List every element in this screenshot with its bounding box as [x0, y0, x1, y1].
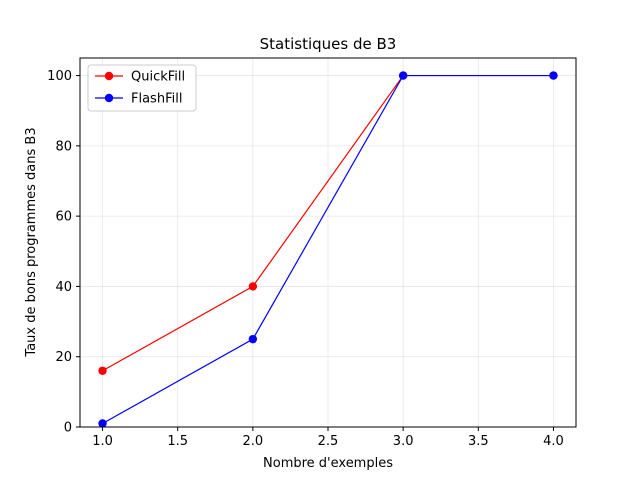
legend-item-flashfill: FlashFill [95, 92, 182, 107]
x-tick-label: 1.0 [92, 434, 113, 449]
y-tick-label: 100 [47, 69, 72, 84]
y-tick-label: 80 [55, 139, 72, 154]
x-axis-label: Nombre d'exemples [263, 456, 393, 471]
x-axis-ticks: 1.0 1.5 2.0 2.5 3.0 3.5 4.0 [92, 427, 564, 449]
series-line [102, 74, 554, 425]
y-tick-label: 0 [64, 421, 72, 436]
x-tick-label: 3.0 [393, 434, 414, 449]
data-point [98, 419, 107, 428]
y-axis-ticks: 0 20 40 60 80 100 [47, 69, 80, 436]
x-tick-label: 2.0 [243, 434, 264, 449]
legend-swatch-marker [104, 71, 114, 81]
series-layer [98, 71, 558, 428]
y-tick-label: 20 [55, 350, 72, 365]
y-tick-label: 40 [55, 280, 72, 295]
data-point [248, 282, 258, 291]
legend-item-quickfill: QuickFill [95, 70, 185, 85]
y-axis-label: Taux de bons programmes dans B3 [24, 127, 39, 357]
legend-label: QuickFill [131, 70, 185, 85]
legend-label: FlashFill [131, 92, 182, 107]
x-tick-label: 2.5 [318, 434, 339, 449]
series-flashfill [98, 71, 558, 428]
x-tick-label: 4.0 [543, 434, 564, 449]
data-point [248, 334, 258, 344]
data-point [549, 71, 558, 80]
data-point [398, 71, 408, 80]
legend-swatch-marker [104, 93, 114, 103]
chart-title: Statistiques de B3 [260, 35, 397, 53]
x-tick-label: 3.5 [468, 434, 489, 449]
y-tick-label: 60 [55, 210, 72, 225]
legend: QuickFill FlashFill [87, 64, 197, 112]
data-point [98, 366, 107, 375]
x-tick-label: 1.5 [167, 434, 188, 449]
